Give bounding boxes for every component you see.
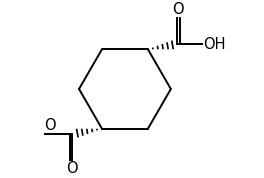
Text: O: O — [172, 2, 183, 17]
Text: O: O — [67, 161, 78, 176]
Text: OH: OH — [203, 36, 225, 52]
Text: O: O — [44, 118, 55, 133]
